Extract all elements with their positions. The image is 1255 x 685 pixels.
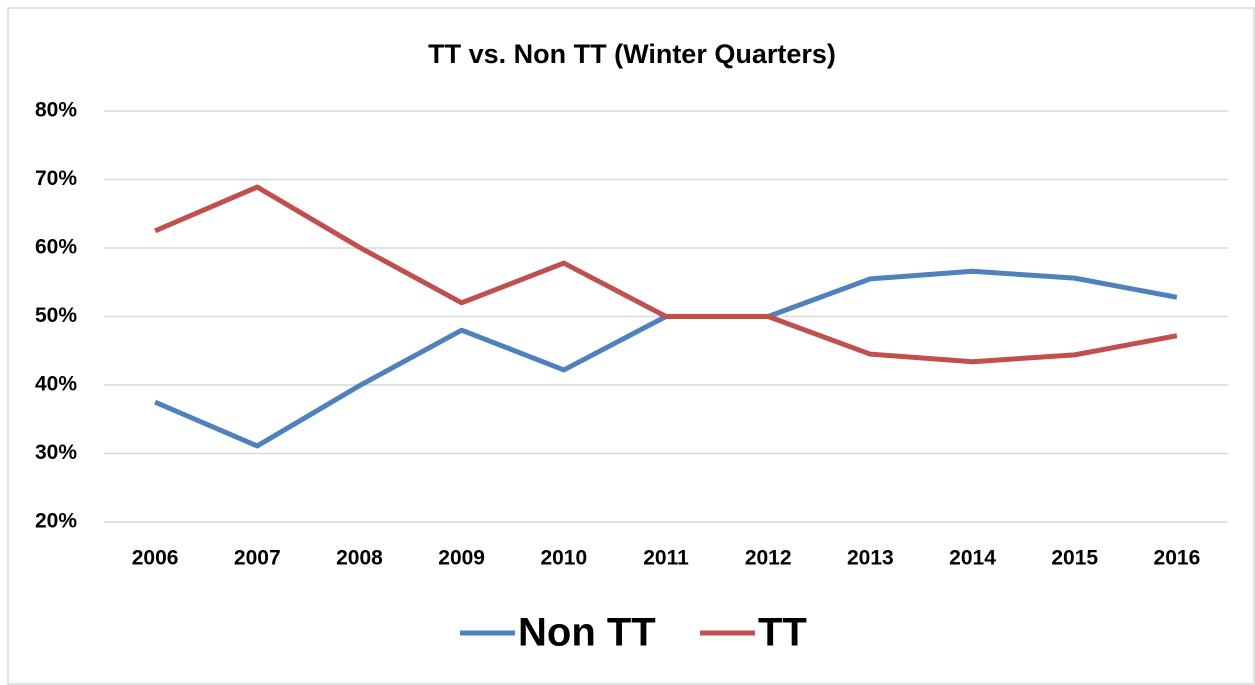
x-tick-label: 2014 <box>949 547 996 570</box>
y-tick-label: 70% <box>35 167 77 190</box>
x-tick-label: 2015 <box>1051 547 1098 570</box>
y-tick-label: 30% <box>35 441 77 464</box>
y-tick-label: 80% <box>35 99 77 122</box>
x-tick-label: 2011 <box>643 547 689 570</box>
legend-label: Non TT <box>518 611 656 655</box>
x-tick-label: 2007 <box>234 547 281 570</box>
x-tick-label: 2008 <box>336 547 383 570</box>
chart-title: TT vs. Non TT (Winter Quarters) <box>428 39 836 69</box>
x-tick-label: 2016 <box>1154 547 1201 570</box>
y-tick-label: 50% <box>35 304 77 327</box>
x-tick-label: 2006 <box>132 547 179 570</box>
x-tick-label: 2012 <box>745 547 792 570</box>
x-tick-label: 2010 <box>540 547 587 570</box>
chart-border <box>7 7 1255 685</box>
x-tick-label: 2013 <box>847 547 894 570</box>
y-tick-label: 60% <box>35 236 77 259</box>
y-tick-label: 40% <box>35 373 77 396</box>
y-tick-label: 20% <box>35 510 77 533</box>
legend-label: TT <box>758 611 807 655</box>
data-line <box>154 184 1178 365</box>
x-tick-label: 2009 <box>438 547 485 570</box>
